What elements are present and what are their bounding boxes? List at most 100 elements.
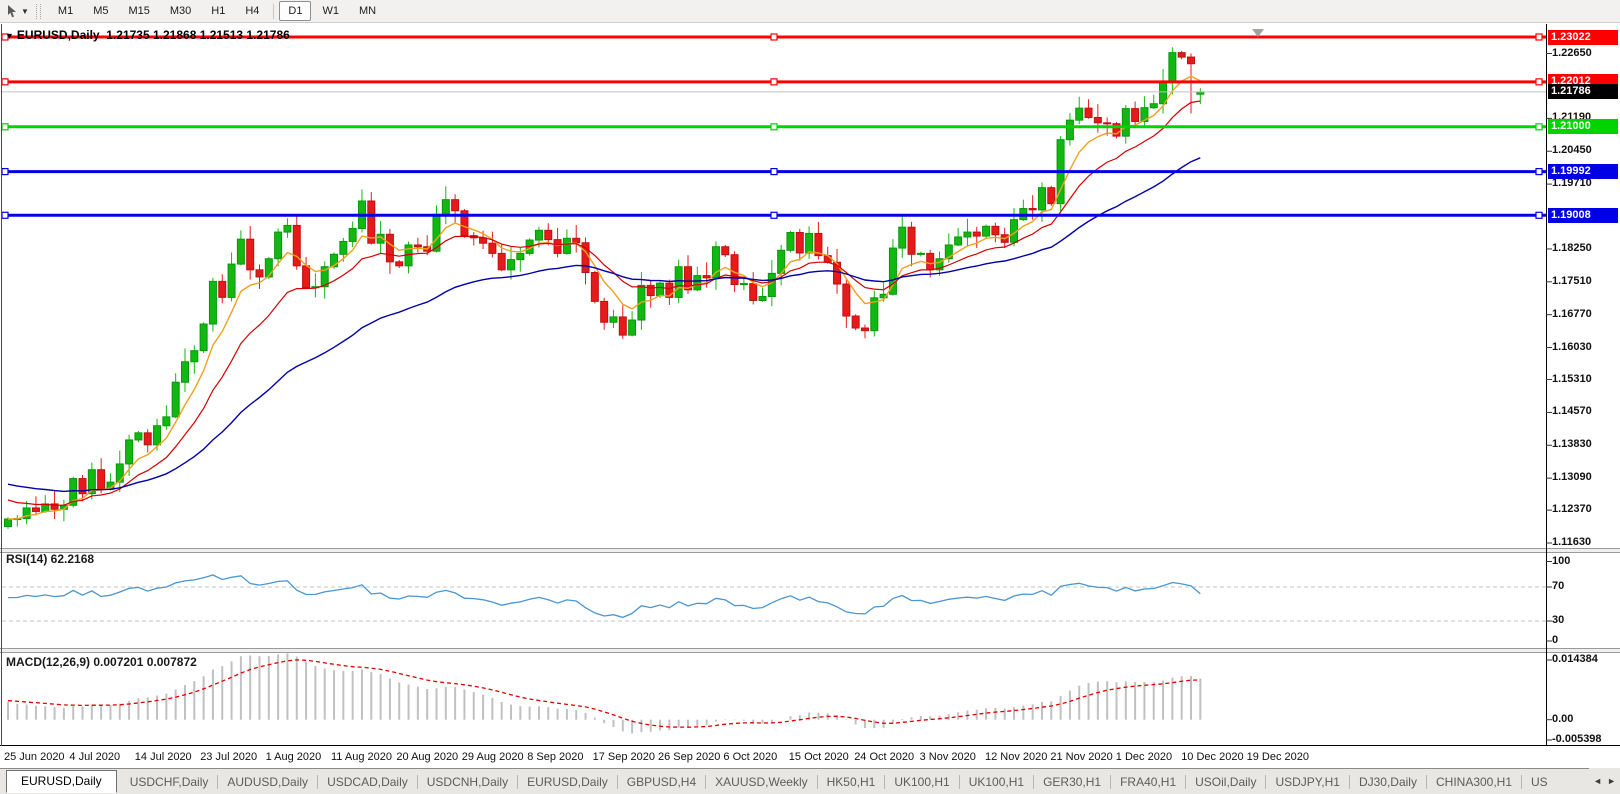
price-badge-level: 1.23022 (1548, 29, 1618, 45)
cursor-tool-icon (8, 5, 16, 18)
macd-tick-label: -0.005398 (1552, 733, 1602, 745)
price-tick-label: 1.13830 (1552, 438, 1592, 451)
tab-CHINA300-H1[interactable]: CHINA300,H1 (1435, 774, 1513, 789)
timeframe-button-M15[interactable]: M15 (128, 5, 150, 17)
timeframe-button-W1[interactable]: W1 (322, 5, 339, 17)
date-label: 17 Sep 2020 (592, 751, 655, 763)
date-label: 29 Aug 2020 (461, 751, 524, 763)
tab-DJ30-Daily[interactable]: DJ30,Daily (1358, 774, 1417, 789)
tab-USDCHF-Daily[interactable]: USDCHF,Daily (129, 774, 209, 789)
symbol-dropdown-icon[interactable]: ▼ (5, 31, 14, 41)
tab-separator (1185, 774, 1187, 789)
line-handle[interactable] (770, 78, 778, 86)
macd-tick-label: 0.014384 (1552, 653, 1598, 665)
date-label: 4 Jul 2020 (69, 751, 121, 763)
date-label: 15 Oct 2020 (788, 751, 849, 763)
tab-scroll-right-icon[interactable]: ► (1607, 776, 1616, 786)
timeframe-button-H1[interactable]: H1 (211, 5, 226, 17)
line-handle[interactable] (1535, 167, 1543, 176)
timeframe-button-MN[interactable]: MN (358, 5, 377, 17)
rsi-tick-label: 30 (1552, 614, 1565, 626)
symbol-tab-bar: EURUSD,Daily USDCHF,Daily AUDUSD,Daily USDC… (0, 768, 1620, 794)
tab-USDJPY-H1[interactable]: USDJPY,H1 (1275, 774, 1340, 789)
date-label: 14 Jul 2020 (134, 751, 192, 763)
tab-UK100-H1[interactable]: UK100,H1 (968, 774, 1025, 789)
line-handle[interactable] (1, 78, 9, 86)
timeframe-button-D1[interactable]: D1 (279, 1, 312, 21)
tab-separator (884, 774, 886, 789)
date-label: 20 Aug 2020 (396, 751, 459, 763)
rsi-indicator-label: RSI(14) 62.2168 (6, 552, 95, 566)
line-handle[interactable] (1, 123, 9, 131)
tab-EURUSD-Daily[interactable]: EURUSD,Daily (527, 774, 608, 789)
price-tick-label: 1.14570 (1552, 405, 1592, 418)
tab-USOil-Daily[interactable]: USOil,Daily (1195, 774, 1257, 789)
date-label: 24 Oct 2020 (854, 751, 915, 763)
price-tick-label: 1.12370 (1552, 503, 1592, 516)
tab-separator (616, 774, 618, 789)
price-tick-label: 1.18250 (1552, 241, 1592, 254)
date-label: 23 Jul 2020 (200, 751, 258, 763)
toolbar-separator (273, 3, 275, 19)
tab-USDCAD-Daily[interactable]: USDCAD,Daily (327, 774, 408, 789)
rsi-tick-label: 70 (1552, 580, 1565, 592)
tab-separator (705, 774, 707, 789)
tab-FRA40-H1[interactable]: FRA40,H1 (1120, 774, 1177, 789)
tab-separator (317, 774, 319, 789)
tab-EURUSD-Daily[interactable]: EURUSD,Daily (6, 770, 117, 793)
line-handle[interactable] (1, 167, 9, 176)
cursor-tool-button[interactable]: ▼ (5, 4, 29, 18)
tab-separator (1348, 774, 1350, 789)
price-badge-level: 1.21000 (1548, 119, 1618, 135)
macd-signal-line (7, 659, 1201, 728)
line-handle[interactable] (1535, 123, 1543, 131)
price-badge-level: 1.19992 (1548, 164, 1618, 180)
ma-slow-line (7, 157, 1201, 493)
tab-separator (1265, 774, 1267, 789)
price-tick-label: 1.17510 (1552, 274, 1592, 287)
top-toolbar: ▼ M1 M5 M15 M30 H1 H4 D1 W1 MN (0, 0, 1620, 23)
tab-XAUUSD-Weekly[interactable]: XAUUSD,Weekly (715, 774, 808, 789)
tab-scroll-left-icon[interactable]: ◄ (1593, 776, 1603, 786)
candlesticks (4, 47, 1205, 529)
tab-separator (1033, 774, 1035, 789)
tab-GBPUSD-H4[interactable]: GBPUSD,H4 (626, 774, 697, 789)
price-tick-label: 1.11630 (1552, 536, 1592, 548)
tab-USDCNH-Daily[interactable]: USDCNH,Daily (426, 774, 509, 789)
tab-AUDUSD-Daily[interactable]: AUDUSD,Daily (227, 774, 309, 789)
price-scale[interactable]: 1.22650 1.21190 1.20450 1.19710 1.18250 1.175… (1547, 24, 1620, 746)
tab-separator (217, 774, 219, 789)
date-label: 8 Sep 2020 (527, 751, 584, 763)
line-handle[interactable] (1535, 78, 1543, 86)
chart-symbol-label: EURUSD,Daily (16, 28, 100, 42)
date-label: 25 Jun 2020 (4, 751, 65, 763)
chevron-down-icon: ▼ (21, 6, 29, 16)
line-handle[interactable] (1, 211, 9, 219)
line-handle[interactable] (770, 167, 778, 176)
tab-UK100-H1[interactable]: UK100,H1 (894, 774, 950, 789)
tab-US[interactable]: US (1531, 774, 1548, 789)
line-handle[interactable] (770, 33, 778, 41)
timeframe-button-M5[interactable]: M5 (93, 5, 109, 17)
tab-separator (1425, 774, 1427, 789)
price-tick-label: 1.16770 (1552, 307, 1592, 320)
timeframe-button-M30[interactable]: M30 (169, 5, 192, 17)
time-axis[interactable]: 25 Jun 2020 4 Jul 2020 14 Jul 2020 23 Jul 2… (0, 746, 1620, 767)
line-handle[interactable] (1535, 211, 1543, 219)
rsi-line (7, 574, 1201, 619)
timeframe-button-H4[interactable]: H4 (245, 5, 260, 17)
line-handle[interactable] (1535, 33, 1543, 41)
macd-histogram (7, 653, 1202, 734)
tab-separator (958, 774, 960, 789)
timeframe-button-M1[interactable]: M1 (57, 5, 74, 17)
price-tick-label: 1.20450 (1552, 144, 1592, 157)
line-handle[interactable] (770, 123, 778, 131)
chart-ohlc-label: 1.21735 1.21868 1.21513 1.21786 (106, 28, 290, 42)
tab-HK50-H1[interactable]: HK50,H1 (826, 774, 876, 789)
current-price-badge: 1.21786 (1548, 84, 1618, 100)
line-handle[interactable] (770, 211, 778, 219)
rsi-tick-label: 0 (1552, 634, 1559, 646)
date-label: 21 Nov 2020 (1050, 751, 1113, 763)
tab-GER30-H1[interactable]: GER30,H1 (1043, 774, 1102, 789)
